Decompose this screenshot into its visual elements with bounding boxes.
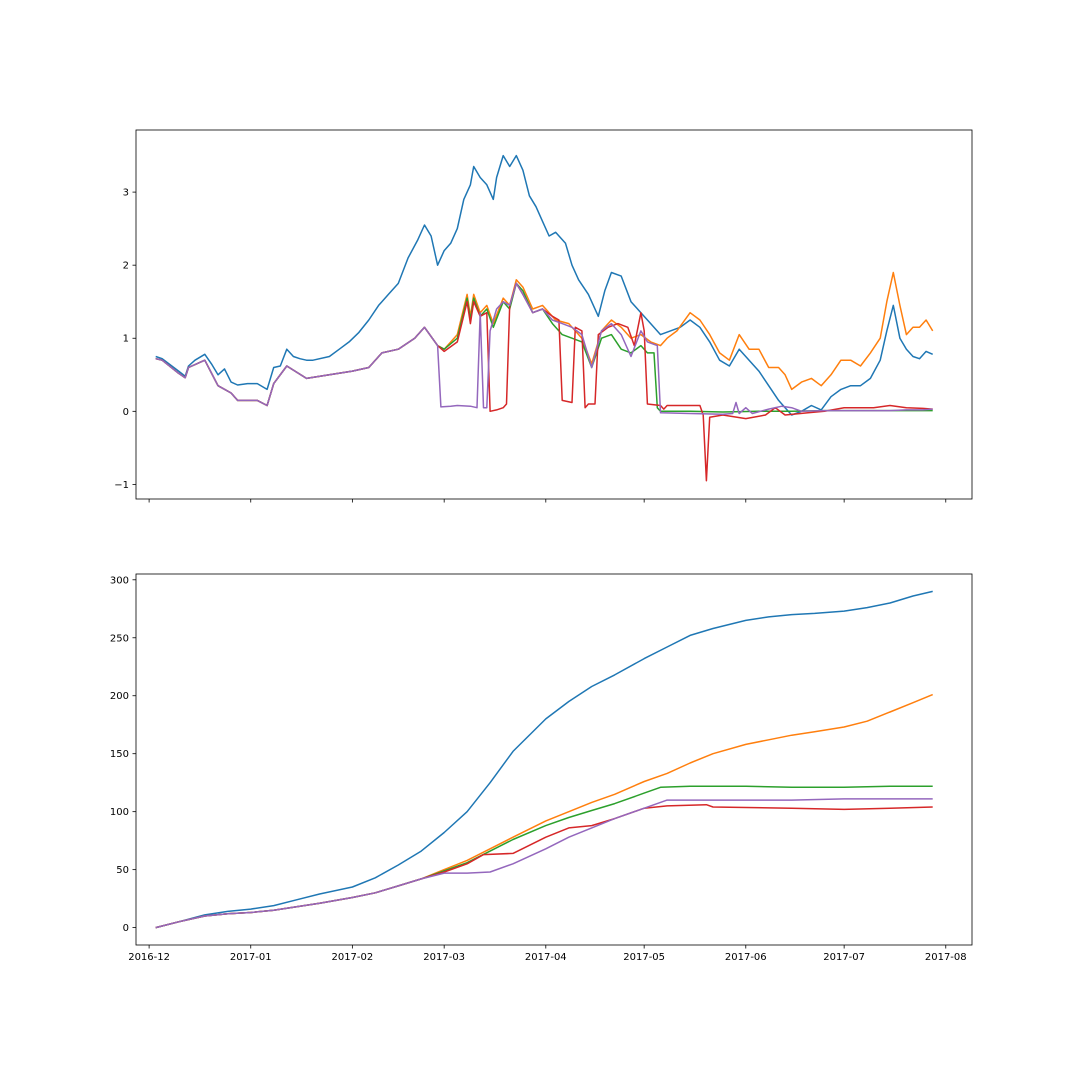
x-tick-label: 2017-07: [823, 952, 865, 963]
x-tick-label: 2017-04: [525, 952, 567, 963]
y-tick-label: 50: [116, 865, 129, 876]
x-tick-label: 2017-06: [725, 952, 767, 963]
x-tick-label: 2017-01: [230, 952, 272, 963]
x-tick-label: 2016-12: [128, 952, 170, 963]
x-tick-label: 2017-03: [423, 952, 465, 963]
y-tick-label: 0: [123, 407, 129, 418]
y-tick-label: 250: [110, 633, 129, 644]
y-tick-label: 300: [110, 575, 129, 586]
bottom-chart: 0 50 100 150 200 250 300 2016-12 2017-01 2017-02 2…: [110, 573, 973, 963]
y-tick-label: 150: [110, 749, 129, 760]
y-tick-label: −1: [114, 480, 129, 491]
axes-frame: [135, 573, 973, 946]
axes-frame: [135, 129, 973, 500]
top-chart: −1 0 1 2 3: [114, 129, 973, 503]
y-tick-label: 3: [123, 188, 129, 199]
series-line-1: [155, 590, 933, 929]
y-tick-label: 2: [123, 261, 129, 272]
y-tick-label: 100: [110, 807, 129, 818]
y-tick-label: 1: [123, 334, 129, 345]
x-tick-label: 2017-05: [623, 952, 665, 963]
y-tick-label: 200: [110, 691, 129, 702]
x-tick-label: 2017-02: [331, 952, 373, 963]
series-line-5: [155, 282, 933, 415]
x-tick-label: 2017-08: [925, 952, 967, 963]
series-line-5: [155, 798, 933, 929]
y-tick-label: 0: [123, 923, 129, 934]
